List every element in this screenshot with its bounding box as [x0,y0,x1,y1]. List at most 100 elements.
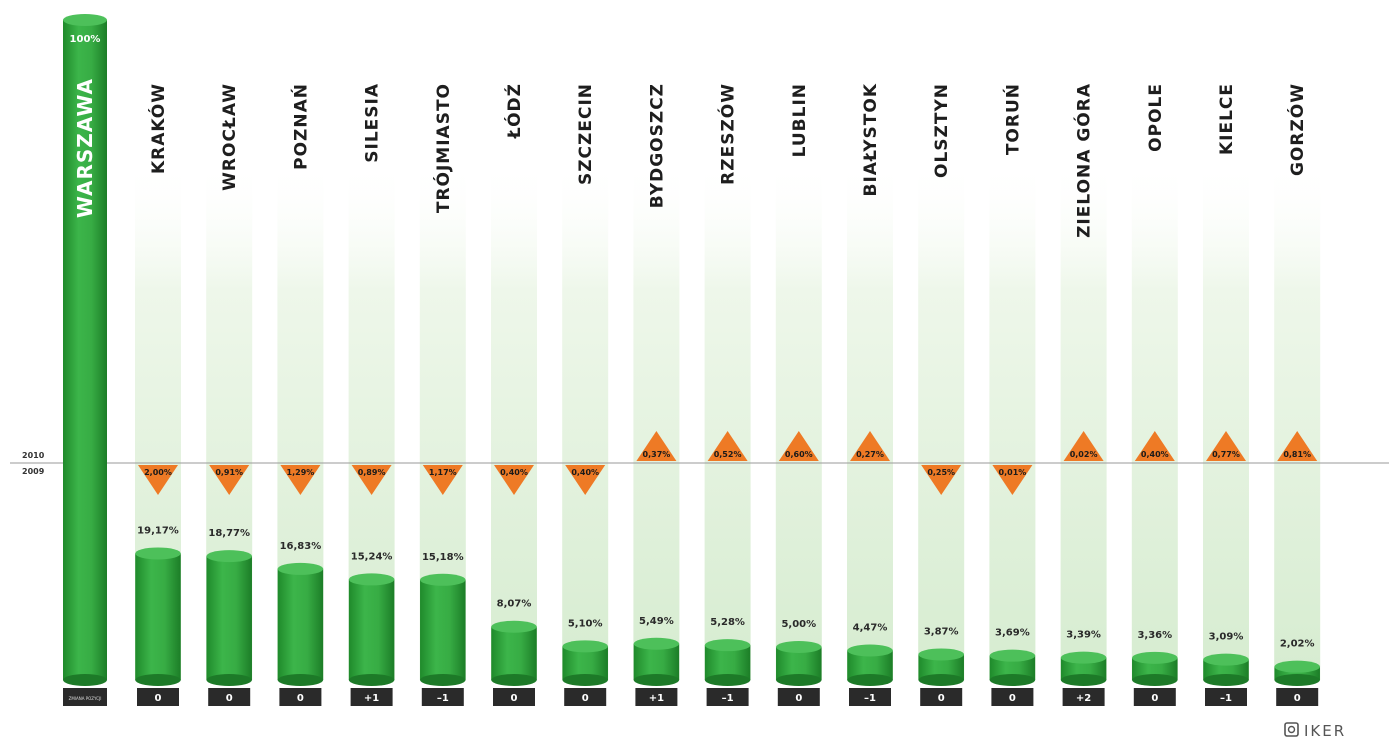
bar-3 [349,579,395,680]
year-top-label: 2010 [22,451,45,460]
value-label-warszawa: 100% [70,34,101,45]
change-label-1: 0,91% [215,468,243,477]
bar-1 [206,556,252,680]
column-bg-8 [705,160,751,680]
change-label-9: 0,60% [785,450,813,459]
bar-top-2 [278,563,324,575]
category-label-7: BYDGOSZCZ [647,83,667,208]
column-bg-11 [918,160,964,680]
rank-label-5: 0 [511,693,518,704]
change-label-8: 0,52% [714,450,742,459]
rank-label-1: 0 [226,693,233,704]
category-label-11: OLSZTYN [932,83,952,178]
change-label-16: 0,81% [1283,450,1311,459]
bar-bottom-0 [135,674,181,686]
bar-top-4 [420,574,466,586]
watermark-text: IKER [1304,722,1346,740]
rank-label-8: –1 [722,693,734,704]
rank-label-10: –1 [864,693,876,704]
value-label-2: 16,83% [280,541,322,552]
value-label-5: 8,07% [497,599,532,610]
value-label-6: 5,10% [568,618,603,629]
category-label-16: GORZÓW [1286,83,1308,176]
bar-bottom-10 [847,674,893,686]
value-label-8: 5,28% [710,617,745,628]
bar-bottom-2 [278,674,324,686]
category-label-1: WROCŁAW [220,83,240,191]
column-bg-9 [776,160,822,680]
rank-label-3: +1 [364,693,379,704]
value-label-1: 18,77% [208,528,250,539]
bar-5 [491,627,537,680]
bar-bottom-5 [491,674,537,686]
value-label-11: 3,87% [924,626,959,637]
rank-label-0: 0 [155,693,162,704]
category-label-10: BIAŁYSTOK [861,83,881,196]
change-label-12: 0,01% [999,468,1027,477]
value-label-10: 4,47% [853,622,888,633]
value-label-16: 2,02% [1280,639,1315,650]
rank-label-7: +1 [649,693,664,704]
watermark-logo: IKER [1283,718,1363,742]
change-label-6: 0,40% [571,468,599,477]
value-label-9: 5,00% [781,619,816,630]
rank-label-4: –1 [437,693,449,704]
value-label-14: 3,36% [1137,630,1172,641]
bar-2 [278,569,324,680]
bar-top-7 [634,638,680,650]
rank-label-9: 0 [795,693,802,704]
category-label-14: OPOLE [1146,83,1166,152]
category-label-15: KIELCE [1217,83,1237,155]
category-label-8: RZESZÓW [717,83,739,185]
bar-bottom-15 [1203,674,1249,686]
bar-bottom-12 [990,674,1036,686]
category-label-12: TORUŃ [1001,83,1023,155]
change-label-7: 0,37% [643,450,671,459]
change-label-5: 0,40% [500,468,528,477]
rank-label-15: –1 [1220,693,1232,704]
bar-bottom-6 [562,674,608,686]
category-label-2: POZNAŃ [289,83,311,170]
rank-label-11: 0 [938,693,945,704]
bar-top-6 [562,640,608,652]
bar-top-3 [349,573,395,585]
rank-label-warszawa: ZMIANA POZYCJI [69,696,102,701]
rank-label-12: 0 [1009,693,1016,704]
value-label-0: 19,17% [137,525,179,536]
camera-lens-icon [1289,727,1295,733]
category-label-13: ZIELONA GÓRA [1073,83,1095,238]
value-label-4: 15,18% [422,552,464,563]
change-label-0: 2,00% [144,468,172,477]
bar-top-11 [918,648,964,660]
year-bottom-label: 2009 [22,467,45,476]
camera-icon [1285,723,1298,736]
change-label-14: 0,40% [1141,450,1169,459]
bar-0 [135,553,181,680]
bar-top-8 [705,639,751,651]
bar-bottom-4 [420,674,466,686]
bar-4 [420,580,466,680]
bar-top-9 [776,641,822,653]
category-label-0: KRAKÓW [147,83,169,174]
change-label-4: 1,17% [429,468,457,477]
rank-label-13: +2 [1076,693,1091,704]
bar-bottom-14 [1132,674,1178,686]
rank-changes: ZMIANA POZYCJI 0 0 0 +1 –1 0 0 +1 –1 0 –1 0 0 +2 0 –1 0 [63,688,1318,706]
category-label-9: LUBLIN [790,83,810,157]
category-label-warszawa: WARSZAWA [73,78,97,218]
change-label-11: 0,25% [927,468,955,477]
bar-top-1 [206,550,252,562]
bar-top-14 [1132,652,1178,664]
bar-top-5 [491,621,537,633]
bar-bottom-8 [705,674,751,686]
bar-bottom-1 [206,674,252,686]
bar-bottom-13 [1061,674,1107,686]
value-label-3: 15,24% [351,551,393,562]
bar-top-16 [1274,661,1320,673]
bar-top-15 [1203,654,1249,666]
rank-label-16: 0 [1294,693,1301,704]
change-label-3: 0,89% [358,468,386,477]
value-label-12: 3,69% [995,628,1030,639]
bar-bottom-7 [634,674,680,686]
change-label-13: 0,02% [1070,450,1098,459]
